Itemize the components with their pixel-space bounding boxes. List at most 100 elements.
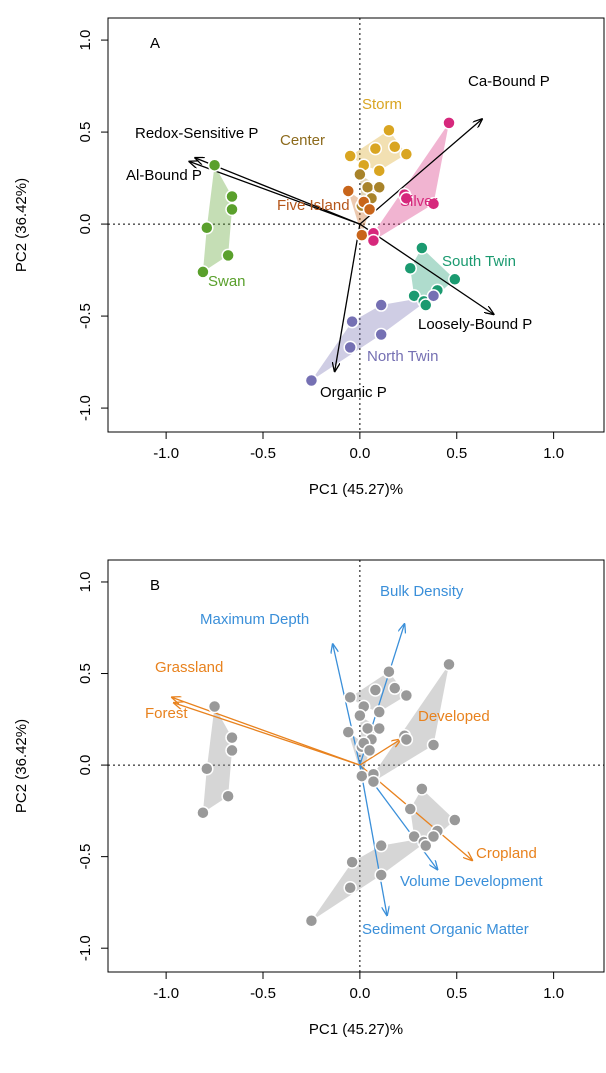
arrow-label: Volume Development bbox=[400, 873, 543, 890]
data-point bbox=[403, 802, 417, 816]
data-point bbox=[419, 298, 433, 312]
arrow-label: Loosely-Bound P bbox=[418, 316, 532, 333]
group-label: Five Island bbox=[277, 197, 350, 214]
x-tick-label: 0.5 bbox=[446, 445, 467, 462]
x-tick-label: -1.0 bbox=[153, 985, 179, 1002]
data-point bbox=[355, 769, 369, 783]
group-hull bbox=[373, 122, 449, 241]
data-point bbox=[360, 721, 375, 736]
data-point bbox=[353, 167, 367, 182]
data-point bbox=[372, 180, 386, 195]
data-point bbox=[343, 340, 357, 355]
group-label: North Twin bbox=[367, 348, 438, 365]
y-tick-label: 0.0 bbox=[77, 214, 94, 235]
group-hull bbox=[311, 295, 434, 381]
data-point bbox=[415, 782, 429, 796]
x-tick-label: -0.5 bbox=[250, 445, 276, 462]
data-point bbox=[225, 189, 239, 204]
y-tick-label: 0.0 bbox=[77, 755, 94, 776]
group-hull bbox=[410, 248, 455, 306]
loading-arrow bbox=[359, 119, 482, 225]
data-point bbox=[426, 289, 441, 303]
data-point bbox=[388, 140, 402, 154]
y-tick-label: -0.5 bbox=[77, 844, 94, 870]
group-label: South Twin bbox=[442, 253, 516, 270]
arrow-label: Forest bbox=[145, 705, 188, 722]
group-label: Storm bbox=[362, 96, 402, 113]
data-point bbox=[221, 248, 235, 263]
data-point bbox=[225, 730, 239, 745]
arrow-label: Organic P bbox=[320, 384, 387, 401]
data-point bbox=[372, 721, 386, 736]
loading-arrow bbox=[359, 764, 387, 915]
data-point bbox=[419, 838, 433, 853]
data-point bbox=[341, 725, 355, 739]
group-hull bbox=[410, 788, 455, 846]
y-axis-label: PC2 (36.42%) bbox=[13, 719, 30, 813]
panel: -1.0 -0.5 0.0 0.5 1.0 -1.0 -0.5 0.0 0.5 1.0 PC1 (4… bbox=[13, 17, 605, 498]
data-point bbox=[415, 241, 429, 255]
data-point bbox=[207, 699, 222, 714]
y-tick-label: -0.5 bbox=[77, 303, 94, 329]
loading-arrow bbox=[172, 697, 361, 766]
data-point bbox=[221, 789, 235, 803]
arrow-label: Maximum Depth bbox=[200, 611, 309, 628]
x-tick-label: 0.5 bbox=[446, 985, 467, 1002]
data-point bbox=[366, 233, 381, 248]
x-axis-label: PC1 (45.27)% bbox=[309, 481, 403, 498]
data-point bbox=[196, 805, 210, 820]
data-point bbox=[399, 688, 414, 703]
plot-frame bbox=[107, 17, 605, 433]
data-point bbox=[362, 202, 377, 217]
data-point bbox=[374, 298, 388, 312]
data-point bbox=[426, 829, 441, 844]
data-point bbox=[225, 743, 239, 758]
arrow-label: Cropland bbox=[476, 845, 537, 862]
loading-arrow bbox=[359, 223, 494, 314]
plot-frame bbox=[107, 559, 605, 973]
panel: -1.0 -0.5 0.0 0.5 1.0 -1.0 -0.5 0.0 0.5 1.0 PC1 (4… bbox=[13, 559, 605, 1038]
data-point bbox=[388, 681, 402, 695]
data-point bbox=[304, 373, 319, 388]
arrow-label: Al-Bound P bbox=[126, 167, 202, 184]
panel-title: A bbox=[150, 35, 160, 52]
data-point bbox=[196, 265, 210, 279]
group-label: Center bbox=[280, 132, 325, 149]
y-tick-label: 1.0 bbox=[77, 572, 94, 593]
y-tick-label: -1.0 bbox=[77, 935, 94, 961]
data-point bbox=[200, 761, 214, 776]
y-tick-label: 0.5 bbox=[77, 663, 94, 684]
data-point bbox=[362, 743, 377, 758]
loading-arrow bbox=[359, 739, 401, 766]
data-point bbox=[442, 657, 456, 672]
group-hull bbox=[348, 732, 370, 777]
data-point bbox=[355, 228, 369, 242]
loading-arrow bbox=[189, 162, 361, 225]
data-point bbox=[341, 184, 355, 198]
group-hull bbox=[202, 165, 232, 272]
x-tick-label: 1.0 bbox=[543, 985, 564, 1002]
arrow-label: Grassland bbox=[155, 659, 223, 676]
x-tick-label: 1.0 bbox=[543, 445, 564, 462]
data-point bbox=[368, 683, 383, 697]
data-point bbox=[382, 664, 396, 679]
data-point bbox=[426, 197, 441, 211]
group-hull bbox=[348, 190, 370, 236]
data-point bbox=[382, 123, 396, 137]
arrow-label: Ca-Bound P bbox=[468, 73, 550, 90]
x-tick-label: 0.0 bbox=[349, 445, 370, 462]
y-tick-label: 1.0 bbox=[77, 30, 94, 51]
data-point bbox=[207, 158, 222, 172]
data-point bbox=[225, 202, 239, 217]
data-point bbox=[399, 732, 414, 747]
loading-arrow bbox=[195, 158, 361, 225]
data-point bbox=[304, 913, 319, 928]
data-point bbox=[372, 705, 386, 719]
panel-title: B bbox=[150, 577, 160, 594]
x-tick-label: 0.0 bbox=[349, 985, 370, 1002]
group-hull bbox=[373, 664, 449, 782]
x-tick-label: -0.5 bbox=[250, 985, 276, 1002]
data-point bbox=[368, 141, 383, 156]
data-point bbox=[442, 116, 456, 130]
